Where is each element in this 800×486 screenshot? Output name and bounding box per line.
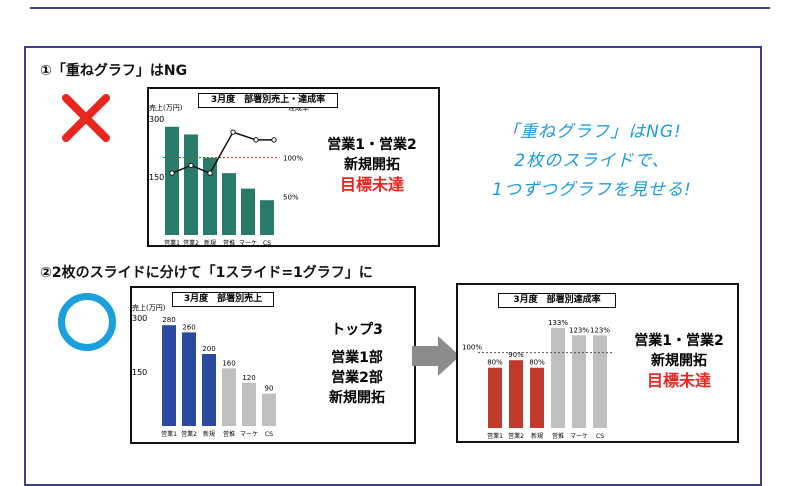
chart2-side-line1: トップ3 bbox=[331, 322, 383, 338]
section1-heading: ①「重ねグラフ」はNG bbox=[40, 63, 188, 79]
combined-chart-card: 売上(万円) 達成率 300 150 営業1 営業2 新規 営推 マーケ CS 100% 50% 3月… bbox=[147, 87, 440, 247]
chart1-rate-point bbox=[169, 170, 175, 176]
right-arrow-icon bbox=[412, 336, 460, 376]
chart3-value-label: 123% bbox=[569, 326, 589, 334]
chart3-svg: 80% 営業1 90% 営業2 80% 新規 133% 営推 123% マーケ 123% CS 100% bbox=[462, 319, 614, 440]
chart3-xtick: 営業1 bbox=[487, 432, 503, 440]
chart2-xtick: CS bbox=[265, 431, 273, 438]
chart1-xtick: 新規 bbox=[204, 239, 216, 247]
chart1-bar bbox=[184, 134, 198, 235]
chart2-svg: 売上(万円) 300 150 280 営業1 260 営業2 200 新規 160 営推 120 マーケ… bbox=[132, 303, 276, 438]
chart3-xtick: 営業2 bbox=[508, 432, 524, 440]
chart1-title: 3月度 部署別売上・達成率 bbox=[198, 93, 338, 108]
chart1-side-line2: 新規開拓 bbox=[344, 157, 400, 173]
chart3-value-label: 80% bbox=[529, 359, 545, 367]
chart2-title: 3月度 部署別売上 bbox=[172, 292, 274, 307]
chart1-bar bbox=[260, 200, 274, 235]
section2-heading: ②2枚のスライドに分けて「1スライド=1グラフ」に bbox=[40, 265, 373, 281]
chart2-side-line4: 新規開拓 bbox=[329, 390, 385, 406]
chart2-xtick: 営推 bbox=[223, 430, 235, 438]
chart1-ylabel: 売上(万円) bbox=[149, 103, 183, 112]
chart1-rate-point bbox=[271, 137, 277, 143]
chart1-xtick: マーケ bbox=[239, 240, 257, 247]
chart1-rate-point bbox=[230, 129, 236, 135]
chart3-value-label: 123% bbox=[590, 326, 610, 334]
chart1-side-line3: 目標未達 bbox=[339, 175, 404, 194]
chart1-rate-line bbox=[171, 131, 274, 175]
chart2-value-label: 120 bbox=[242, 374, 255, 382]
chart3-side-line1: 営業1・営業2 bbox=[634, 333, 724, 349]
chart3-xtick: マーケ bbox=[570, 433, 588, 440]
chart3-side-note: 営業1・営業2 新規開拓 目標未達 bbox=[624, 331, 734, 391]
chart2-xtick: 営業2 bbox=[181, 430, 197, 438]
chart3-reference-label: 100% bbox=[462, 344, 482, 352]
sales-chart-card: 売上(万円) 300 150 280 営業1 260 営業2 200 新規 160 営推 120 マーケ… bbox=[130, 286, 416, 444]
chart2-bar bbox=[182, 332, 196, 426]
note-line1: 「重ねグラフ」はNG! bbox=[502, 122, 682, 142]
chart1-side-note: 営業1・営業2 新規開拓 目標未達 bbox=[317, 135, 427, 195]
chart2-xtick: マーケ bbox=[240, 431, 258, 438]
chart3-bar bbox=[551, 327, 565, 428]
note-line3: 1つずつグラフを見せる! bbox=[492, 180, 692, 200]
chart1-rate-point bbox=[188, 162, 194, 169]
chart1-xtick: 営業2 bbox=[183, 239, 199, 247]
chart2-bar bbox=[262, 393, 276, 426]
cross-icon bbox=[62, 94, 110, 142]
chart2-side-line3: 営業2部 bbox=[331, 370, 383, 386]
chart2-ylabel: 売上(万円) bbox=[132, 303, 166, 312]
chart3-title: 3月度 部署別達成率 bbox=[498, 293, 616, 308]
top-rule bbox=[30, 7, 770, 9]
note-line2: 2枚のスライドで、 bbox=[514, 151, 670, 171]
chart3-bar bbox=[509, 360, 523, 428]
chart3-value-label: 90% bbox=[508, 351, 524, 359]
chart1-side-line1: 営業1・営業2 bbox=[327, 137, 417, 153]
chart1-bar bbox=[241, 188, 255, 235]
chart1-xtick: 営推 bbox=[223, 239, 235, 247]
handwritten-note: 「重ねグラフ」はNG! 2枚のスライドで、 1つずつグラフを見せる! bbox=[472, 118, 712, 205]
chart2-side-line2: 営業1部 bbox=[331, 350, 383, 366]
chart3-xtick: 営推 bbox=[552, 432, 564, 440]
chart3-xtick: 新規 bbox=[531, 432, 543, 440]
chart1-right-tick: 100% bbox=[283, 155, 303, 163]
chart2-value-label: 200 bbox=[202, 345, 215, 353]
chart2-value-label: 90 bbox=[265, 385, 274, 393]
achievement-chart-card: 80% 営業1 90% 営業2 80% 新規 133% 営推 123% マーケ 123% CS 100%… bbox=[456, 283, 739, 443]
chart3-side-line2: 新規開拓 bbox=[651, 353, 707, 369]
chart1-ytick: 300 bbox=[149, 115, 164, 124]
chart2-value-label: 160 bbox=[222, 359, 235, 367]
chart3-value-label: 133% bbox=[548, 319, 568, 327]
chart3-xtick: CS bbox=[596, 433, 604, 440]
chart2-value-label: 280 bbox=[162, 316, 175, 324]
chart2-side-note: トップ3 営業1部 営業2部 新規開拓 bbox=[302, 320, 412, 408]
chart1-xtick: 営業1 bbox=[164, 239, 180, 247]
chart3-bar bbox=[488, 367, 502, 428]
chart1-right-tick: 50% bbox=[283, 193, 299, 201]
chart1-rate-point bbox=[207, 170, 213, 176]
chart2-bar bbox=[222, 368, 236, 426]
chart2-bar bbox=[162, 325, 176, 426]
chart3-bar bbox=[530, 367, 544, 428]
chart1-bar bbox=[222, 173, 236, 235]
chart2-ytick: 150 bbox=[132, 368, 147, 377]
chart2-bar bbox=[242, 382, 256, 426]
chart1-ytick: 150 bbox=[149, 173, 164, 182]
chart1-bar bbox=[203, 157, 217, 235]
chart2-value-label: 260 bbox=[182, 323, 195, 331]
chart1-rate-point bbox=[253, 137, 259, 143]
chart3-value-label: 80% bbox=[487, 359, 503, 367]
chart1-xtick: CS bbox=[263, 240, 271, 247]
chart2-xtick: 営業1 bbox=[161, 430, 177, 438]
chart1-bar bbox=[165, 126, 179, 235]
chart2-xtick: 新規 bbox=[203, 430, 215, 438]
chart2-ytick: 300 bbox=[132, 314, 147, 323]
circle-icon bbox=[58, 293, 116, 351]
chart3-side-line3: 目標未達 bbox=[646, 371, 711, 390]
chart2-bar bbox=[202, 354, 216, 426]
chart3-bar bbox=[572, 335, 586, 428]
chart3-bar bbox=[593, 335, 607, 428]
